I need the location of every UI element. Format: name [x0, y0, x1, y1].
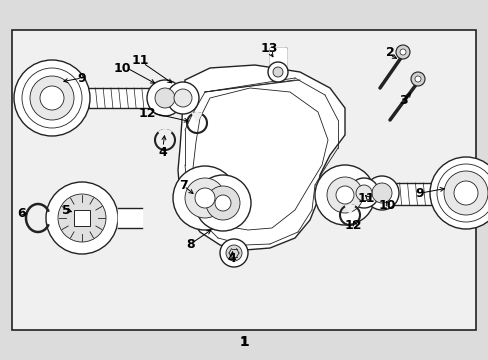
- Wedge shape: [191, 112, 202, 123]
- Circle shape: [371, 183, 391, 203]
- Bar: [74, 210, 90, 226]
- Wedge shape: [158, 129, 172, 140]
- Circle shape: [195, 175, 250, 231]
- Text: 5: 5: [61, 203, 70, 216]
- Circle shape: [335, 186, 353, 204]
- Circle shape: [414, 76, 420, 82]
- Circle shape: [184, 178, 224, 218]
- Text: 6: 6: [18, 207, 26, 220]
- Circle shape: [326, 177, 362, 213]
- Circle shape: [205, 186, 240, 220]
- Circle shape: [364, 176, 398, 210]
- Circle shape: [167, 82, 199, 114]
- Text: 1: 1: [239, 336, 248, 348]
- Text: 4: 4: [158, 145, 167, 158]
- Circle shape: [453, 181, 477, 205]
- Text: 10: 10: [378, 198, 395, 212]
- Text: 7: 7: [178, 179, 187, 192]
- Text: 9: 9: [415, 186, 424, 199]
- Wedge shape: [344, 204, 355, 215]
- Text: 8: 8: [186, 239, 195, 252]
- Circle shape: [46, 182, 118, 254]
- Circle shape: [30, 76, 74, 120]
- Circle shape: [215, 195, 230, 211]
- Circle shape: [195, 188, 215, 208]
- Bar: [12, 30, 475, 330]
- Text: 2: 2: [385, 45, 393, 59]
- Circle shape: [267, 62, 287, 82]
- Circle shape: [314, 165, 374, 225]
- Circle shape: [225, 245, 242, 261]
- Circle shape: [147, 80, 183, 116]
- Circle shape: [429, 157, 488, 229]
- Circle shape: [155, 88, 175, 108]
- Circle shape: [395, 45, 409, 59]
- Circle shape: [272, 67, 283, 77]
- Text: 11: 11: [357, 192, 374, 204]
- Text: 13: 13: [260, 41, 277, 54]
- Polygon shape: [178, 65, 345, 250]
- Circle shape: [40, 86, 64, 110]
- Circle shape: [355, 185, 371, 201]
- Circle shape: [173, 166, 237, 230]
- Circle shape: [399, 49, 405, 55]
- Circle shape: [443, 171, 487, 215]
- Circle shape: [174, 89, 192, 107]
- Circle shape: [410, 72, 424, 86]
- Text: 9: 9: [78, 72, 86, 85]
- Text: 4: 4: [227, 252, 236, 265]
- Circle shape: [220, 239, 247, 267]
- Circle shape: [14, 60, 90, 136]
- Text: 12: 12: [138, 107, 156, 120]
- Text: 10: 10: [113, 62, 130, 75]
- Text: 3: 3: [399, 94, 407, 107]
- Circle shape: [58, 194, 106, 242]
- Text: 11: 11: [131, 54, 148, 67]
- Circle shape: [348, 178, 378, 208]
- Text: 1: 1: [239, 335, 248, 349]
- Text: 12: 12: [344, 219, 361, 231]
